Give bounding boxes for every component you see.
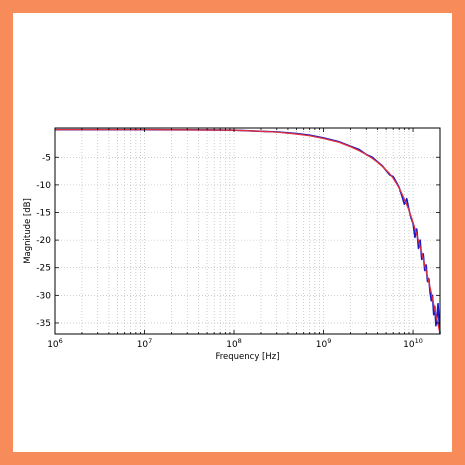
magnitude-chart: -5 -10 -15 -20 -25 -30 -35 106 107 108 109 1010 Fre… bbox=[23, 127, 441, 362]
y-tick-label: -25 bbox=[36, 264, 51, 274]
x-axis-label: Frequency [Hz] bbox=[215, 352, 279, 362]
ticks: -5 -10 -15 -20 -25 -30 -35 106 107 108 109 1010 bbox=[36, 128, 441, 350]
figure-frame: -5 -10 -15 -20 -25 -30 -35 106 107 108 109 1010 Fre… bbox=[13, 13, 452, 452]
y-tick-label: -5 bbox=[42, 153, 51, 163]
y-tick-label: -10 bbox=[36, 181, 51, 191]
y-tick-label: -30 bbox=[36, 291, 51, 301]
y-tick-label: -15 bbox=[36, 208, 51, 218]
grid bbox=[54, 128, 441, 334]
x-tick-label: 106 bbox=[47, 337, 63, 350]
x-tick-label: 107 bbox=[137, 337, 153, 350]
plot-area bbox=[55, 128, 440, 334]
y-tick-label: -20 bbox=[36, 236, 51, 246]
plot-border bbox=[54, 127, 441, 335]
series-layer bbox=[55, 128, 441, 335]
series-line-fit bbox=[55, 129, 441, 334]
y-tick-label: -35 bbox=[36, 319, 51, 329]
y-axis-label: Magnitude [dB] bbox=[23, 198, 33, 264]
x-tick-label: 1010 bbox=[403, 337, 423, 350]
x-tick-label: 109 bbox=[316, 337, 332, 350]
x-tick-label: 108 bbox=[226, 337, 242, 350]
